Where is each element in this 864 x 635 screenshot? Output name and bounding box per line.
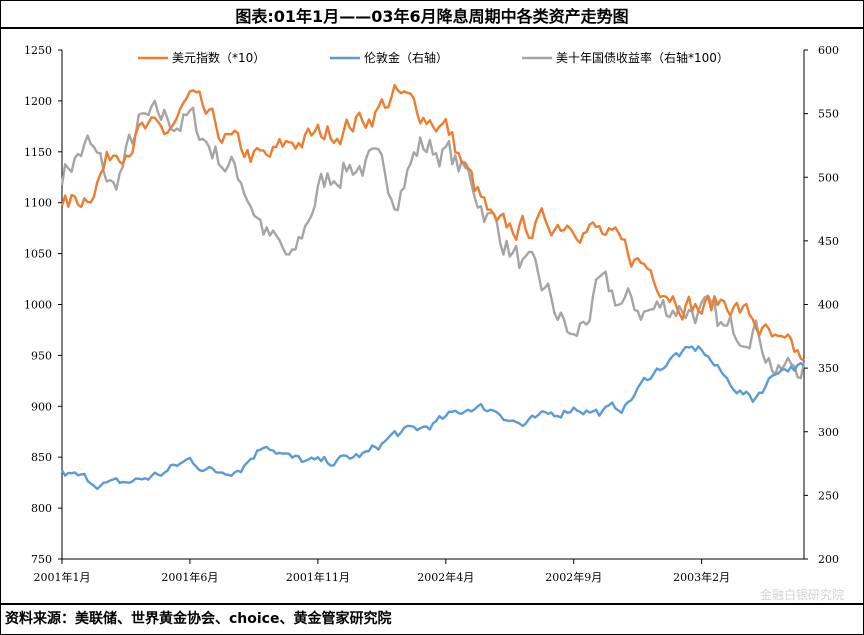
left-tick-label: 1250 [24, 44, 52, 57]
x-tick-label: 2001年6月 [161, 570, 218, 584]
series-layer [60, 83, 806, 491]
right-tick-label: 600 [818, 44, 839, 57]
right-tick-label: 300 [818, 426, 839, 439]
left-tick-label: 1100 [24, 197, 52, 210]
left-tick-label: 1000 [24, 299, 52, 312]
source-note: 资料来源：美联储、世界黄金协会、choice、黄金管家研究院 [5, 611, 392, 627]
chart-title: 图表:01年1月——03年6月降息周期中各类资产走势图 [235, 7, 629, 26]
x-tick-label: 2002年9月 [545, 570, 602, 584]
right-tick-label: 500 [818, 171, 839, 184]
left-tick-label: 850 [31, 451, 52, 464]
right-tick-label: 400 [818, 299, 839, 312]
left-tick-label: 750 [31, 553, 52, 566]
legend-label-gold: 伦敦金（右轴） [364, 50, 448, 65]
right-tick-label: 450 [818, 235, 839, 248]
left-tick-label: 1050 [24, 248, 52, 261]
right-tick-label: 350 [818, 362, 839, 375]
legend-label-treasury: 美十年国债收益率（右轴*100） [556, 50, 729, 65]
left-tick-label: 1150 [24, 146, 52, 159]
chart-axes: 750 800 850 900 950 1000 1050 1100 1150 1200 1250 2… [24, 44, 839, 584]
x-tick-label: 2002年4月 [417, 570, 474, 584]
watermark: 金融白银研究院 [759, 588, 844, 602]
series-line-gold [60, 345, 805, 491]
x-tick-label: 2001年11月 [286, 570, 350, 584]
left-tick-label: 800 [31, 502, 52, 515]
series-line-treasury [60, 99, 806, 380]
left-tick-label: 900 [31, 400, 52, 413]
x-tick-label: 2003年2月 [673, 570, 730, 584]
left-tick-label: 950 [31, 349, 52, 362]
chart-legend: 美元指数（*10） 伦敦金（右轴） 美十年国债收益率（右轴*100） [138, 50, 729, 65]
x-tick-label: 2001年1月 [34, 570, 91, 584]
source-divider [0, 603, 864, 605]
left-tick-label: 1200 [24, 95, 52, 108]
right-tick-label: 250 [818, 489, 839, 502]
series-line-usd [60, 83, 805, 362]
legend-label-usd: 美元指数（*10） [172, 50, 265, 65]
right-tick-label: 200 [818, 553, 839, 566]
title-divider [0, 27, 864, 29]
right-tick-label: 550 [818, 108, 839, 121]
